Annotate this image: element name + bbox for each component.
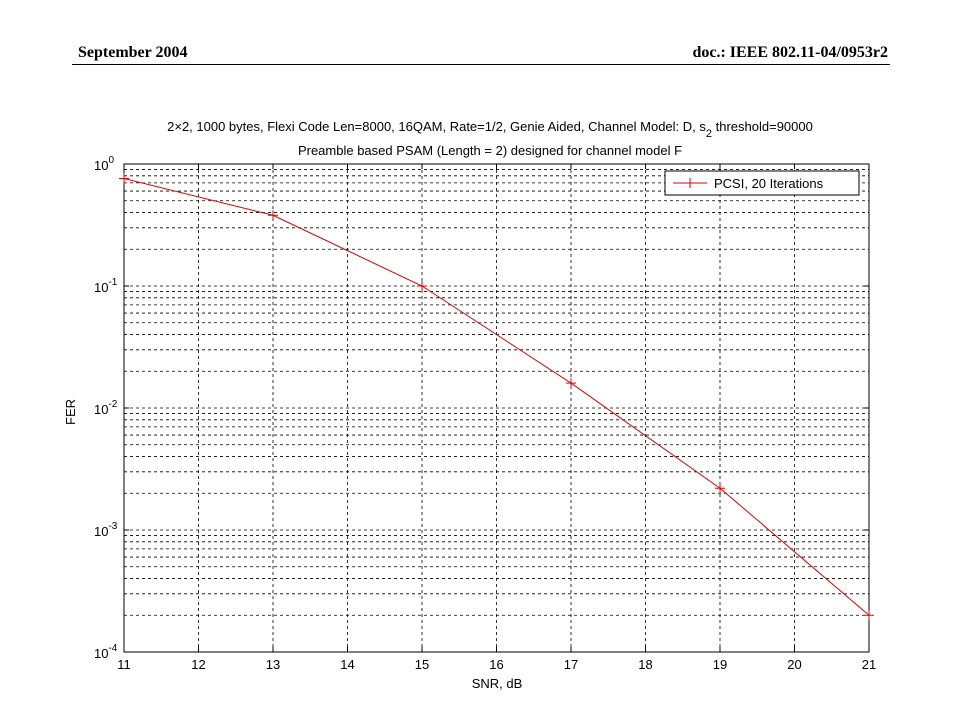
x-tick-label: 17 (564, 657, 578, 672)
data-point-marker (417, 281, 427, 291)
y-tick-label: 10-1 (94, 277, 118, 295)
x-tick-label: 15 (415, 657, 429, 672)
chart-title-line2: Preamble based PSAM (Length = 2) designe… (298, 143, 682, 158)
data-point-marker (864, 610, 874, 621)
data-point-marker (566, 378, 576, 389)
y-tick-label: 10-4 (94, 643, 118, 661)
grid (123, 164, 870, 653)
header-date: September 2004 (78, 44, 188, 61)
y-tick-label: 10-2 (94, 399, 118, 417)
y-tick-label: 100 (94, 155, 114, 173)
header-doc-id: doc.: IEEE 802.11-04/0953r2 (692, 44, 888, 61)
header-rule (72, 64, 890, 65)
x-tick-label: 18 (638, 657, 652, 672)
x-tick-label: 14 (340, 657, 354, 672)
data-point-marker (268, 210, 278, 221)
legend-label: PCSI, 20 Iterations (714, 176, 824, 191)
x-tick-label: 12 (191, 657, 205, 672)
tick-labels: 11 12 13 14 15 16 17 18 19 20 21 100 10-1 10-2 10-3 10-… (94, 155, 876, 672)
y-tick-label: 10-3 (94, 521, 118, 539)
series-line (123, 178, 870, 616)
x-tick-label: 21 (862, 657, 876, 672)
x-tick-label: 11 (117, 657, 131, 672)
x-tick-label: 16 (489, 657, 503, 672)
y-axis-label: FER (63, 399, 78, 425)
series-layer (119, 173, 874, 621)
x-tick-label: 13 (266, 657, 280, 672)
data-point-marker (119, 173, 129, 184)
x-tick-label: 19 (713, 657, 727, 672)
data-point-marker (715, 483, 725, 494)
x-axis-label: SNR, dB (472, 676, 523, 691)
legend: PCSI, 20 Iterations (664, 170, 860, 196)
chart-title-line1: 2×2, 1000 bytes, Flexi Code Len=8000, 16… (167, 119, 813, 140)
x-tick-label: 20 (787, 657, 801, 672)
